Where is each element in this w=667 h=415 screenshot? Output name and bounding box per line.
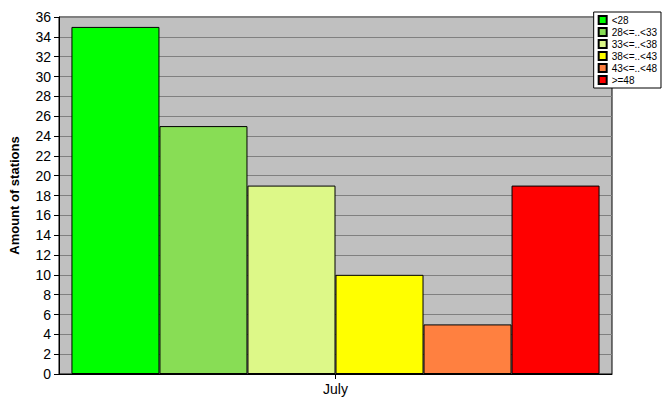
svg-text:<28: <28 <box>612 15 629 26</box>
svg-text:24: 24 <box>35 128 51 144</box>
svg-text:28<=..<33: 28<=..<33 <box>612 27 658 38</box>
svg-text:>=48: >=48 <box>612 75 635 86</box>
svg-text:20: 20 <box>35 168 51 184</box>
svg-text:33<=..<38: 33<=..<38 <box>612 39 658 50</box>
svg-text:38<=..<43: 38<=..<43 <box>612 51 658 62</box>
svg-text:32: 32 <box>35 49 51 65</box>
svg-text:36: 36 <box>35 9 51 25</box>
svg-text:28: 28 <box>35 88 51 104</box>
svg-text:12: 12 <box>35 247 51 263</box>
svg-text:Amount of stations: Amount of stations <box>7 136 22 254</box>
svg-text:18: 18 <box>35 188 51 204</box>
svg-text:34: 34 <box>35 29 51 45</box>
svg-text:22: 22 <box>35 148 51 164</box>
svg-text:2: 2 <box>43 346 51 362</box>
svg-text:July: July <box>323 381 348 397</box>
svg-text:16: 16 <box>35 207 51 223</box>
svg-text:10: 10 <box>35 267 51 283</box>
svg-text:43<=..<48: 43<=..<48 <box>612 63 658 74</box>
svg-text:8: 8 <box>43 287 51 303</box>
svg-text:30: 30 <box>35 69 51 85</box>
svg-text:14: 14 <box>35 227 51 243</box>
svg-text:4: 4 <box>43 326 51 342</box>
svg-text:0: 0 <box>43 366 51 382</box>
svg-text:6: 6 <box>43 307 51 323</box>
svg-text:26: 26 <box>35 108 51 124</box>
